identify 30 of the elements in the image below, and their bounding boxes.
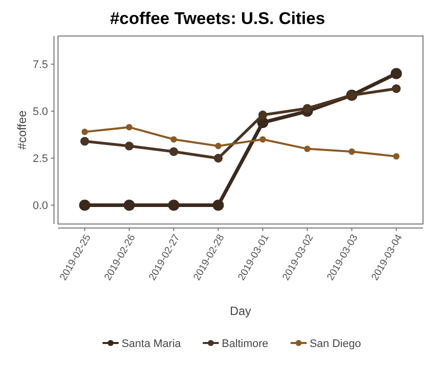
point: [214, 154, 223, 163]
point: [392, 84, 401, 94]
point: [348, 148, 355, 155]
point: [169, 147, 178, 156]
point: [79, 200, 90, 211]
legend-label: San Diego: [310, 338, 361, 350]
point: [390, 68, 402, 80]
y-tick-label: 7.5: [32, 59, 48, 72]
x-axis-title: Day: [230, 304, 252, 318]
point: [80, 136, 90, 146]
point: [124, 142, 134, 150]
legend-label: Santa Maria: [122, 338, 182, 350]
y-tick-label: 2.5: [32, 153, 48, 166]
point: [168, 200, 180, 211]
point: [212, 200, 224, 211]
y-tick-label: 0.0: [32, 200, 48, 212]
point: [258, 110, 268, 120]
point: [82, 128, 88, 136]
chart-title: #coffee Tweets: U.S. Cities: [110, 9, 326, 28]
point: [126, 124, 132, 130]
y-axis-title: #coffee: [15, 110, 29, 150]
point: [170, 136, 177, 143]
point: [302, 104, 312, 113]
point: [393, 153, 400, 160]
point: [124, 200, 135, 211]
point: [215, 142, 222, 150]
y-tick-label: 5.0: [32, 106, 48, 118]
legend-label: Baltimore: [222, 338, 268, 350]
point: [260, 136, 266, 143]
point: [304, 146, 310, 152]
